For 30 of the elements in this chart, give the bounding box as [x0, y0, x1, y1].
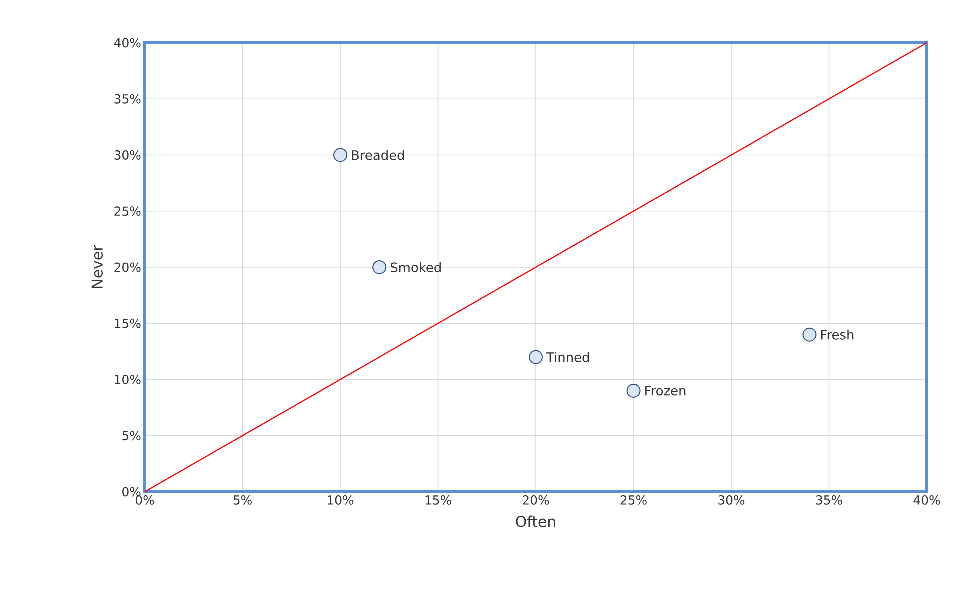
x-axis-title: Often — [516, 516, 556, 528]
x-tick-label: 40% — [914, 495, 940, 505]
point — [802, 328, 817, 342]
y-tick-label: 15% — [115, 318, 141, 328]
y-tick-label: 35% — [114, 94, 141, 104]
x-tick-label: 20% — [523, 495, 550, 505]
annotation: Fresh — [821, 330, 854, 340]
x-tick-label: 15% — [426, 495, 452, 505]
annotation: Breaded — [352, 150, 404, 160]
x-tick-label: 25% — [620, 495, 647, 505]
y-tick-label: 30% — [114, 150, 141, 160]
x-tick-label: 10% — [328, 495, 354, 505]
y-tick-label: 20% — [114, 262, 141, 272]
y-tick-label: 40% — [114, 38, 141, 48]
y-tick-label: 25% — [114, 206, 141, 216]
annotation: Frozen — [646, 386, 686, 396]
x-tick-label: 0% — [136, 495, 154, 505]
annotation: Tinned — [546, 352, 590, 362]
point — [334, 148, 348, 162]
x-tick-label: 35% — [816, 495, 842, 505]
point — [529, 350, 544, 364]
y-tick-label: 5% — [122, 431, 141, 441]
y-tick-label: 10% — [115, 375, 141, 384]
point — [626, 384, 641, 398]
x-tick-label: 5% — [234, 495, 252, 505]
annotation: Smoked — [390, 262, 441, 272]
x-tick-label: 30% — [718, 495, 745, 505]
point — [372, 260, 387, 274]
y-tick-label: 0% — [122, 487, 141, 497]
y-axis-title: Never — [92, 245, 103, 288]
